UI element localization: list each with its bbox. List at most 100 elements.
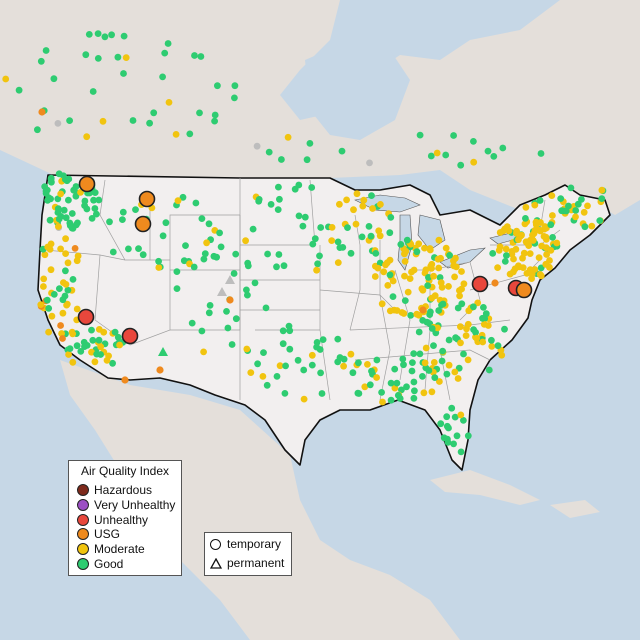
monitor-marker [264,250,271,258]
monitor-marker [510,255,517,263]
monitor-marker [132,206,139,214]
monitor-marker [364,361,371,368]
monitor-marker [286,345,294,353]
monitor-marker [66,117,73,124]
monitor-marker [37,301,45,308]
monitor-marker [403,383,410,391]
monitor-marker [95,326,103,333]
monitor-marker [422,266,430,274]
monitor-marker [339,244,347,251]
monitor-marker [50,291,58,298]
monitor-marker [584,202,591,210]
monitor-marker [69,276,77,283]
monitor-marker [65,196,72,204]
aqi-legend: Air Quality Index Hazardous Very Unhealt… [68,460,182,576]
monitor-marker [73,305,81,313]
monitor-marker [120,70,127,77]
monitor-marker [188,319,196,327]
highlighted-monitor-marker [78,175,96,193]
monitor-marker [172,131,180,138]
monitor-marker [502,245,510,253]
permanent-label: permanent [227,556,285,570]
monitor-marker [45,328,52,336]
monitor-marker [213,253,221,261]
monitor-marker [421,359,429,367]
monitor-marker [453,432,461,440]
monitor-marker [174,197,182,205]
monitor-marker [464,432,472,440]
monitor-marker [34,126,41,134]
monitor-marker [547,247,555,254]
monitor-marker [438,357,446,365]
monitor-marker [294,356,302,364]
monitor-marker [244,291,251,299]
monitor-marker [528,270,536,278]
monitor-marker [89,88,97,95]
monitor-marker [62,250,69,257]
monitor-marker [426,245,434,252]
monitor-marker [428,325,436,332]
monitor-marker [108,31,115,39]
monitor-marker [46,216,54,224]
monitor-marker [129,117,137,124]
monitor-marker [503,223,511,231]
monitor-marker [494,342,502,350]
legend-item-permanent: permanent [205,555,291,571]
monitor-marker [439,347,446,355]
monitor-marker [114,53,122,61]
monitor-marker [454,375,462,382]
monitor-marker [458,300,466,308]
monitor-marker [434,324,441,332]
monitor-marker [44,243,52,251]
monitor-marker [317,369,324,377]
monitor-marker [173,268,181,275]
monitor-marker [173,285,181,292]
monitor-marker [373,374,380,381]
monitor-marker [572,213,579,221]
monitor-marker [301,213,309,221]
monitor-marker [538,242,546,250]
monitor-marker [119,208,127,216]
monitor-marker [105,352,112,360]
monitor-marker [393,379,401,387]
monitor-marker [479,314,486,322]
monitor-marker [355,359,362,367]
monitor-marker [308,361,316,369]
monitor-marker [276,195,283,203]
hispaniola-land [550,500,600,518]
monitor-marker [318,390,326,397]
monitor-marker [62,267,69,275]
monitor-marker [558,207,566,215]
monitor-marker [419,373,426,380]
monitor-marker [279,327,287,335]
monitor-marker [404,288,412,296]
monitor-marker [63,177,71,185]
monitor-marker [446,252,453,259]
monitor-marker [77,348,85,355]
legend-item-moderate: Moderate [69,542,181,557]
legend-label: Unhealthy [94,512,149,527]
monitor-marker [413,248,421,256]
monitor-marker [511,265,519,273]
highlighted-monitor-marker [134,215,152,233]
monitor-marker [42,47,50,54]
monitor-marker [230,270,238,277]
monitor-marker [243,286,250,294]
monitor-marker [427,308,434,316]
monitor-marker [422,344,430,352]
monitor-type-legend: temporary permanent [204,532,292,576]
monitor-marker [526,250,534,257]
monitor-marker [57,190,65,198]
monitor-marker [581,223,589,231]
monitor-marker [186,130,194,138]
monitor-marker [376,259,384,267]
monitor-marker [448,404,456,412]
monitor-marker [95,336,103,344]
monitor-marker [135,245,142,253]
monitor-marker [334,358,342,366]
monitor-marker [350,206,357,214]
monitor-marker [379,398,386,406]
monitor-marker [106,218,113,226]
monitor-marker [410,350,418,357]
monitor-marker [491,279,499,287]
